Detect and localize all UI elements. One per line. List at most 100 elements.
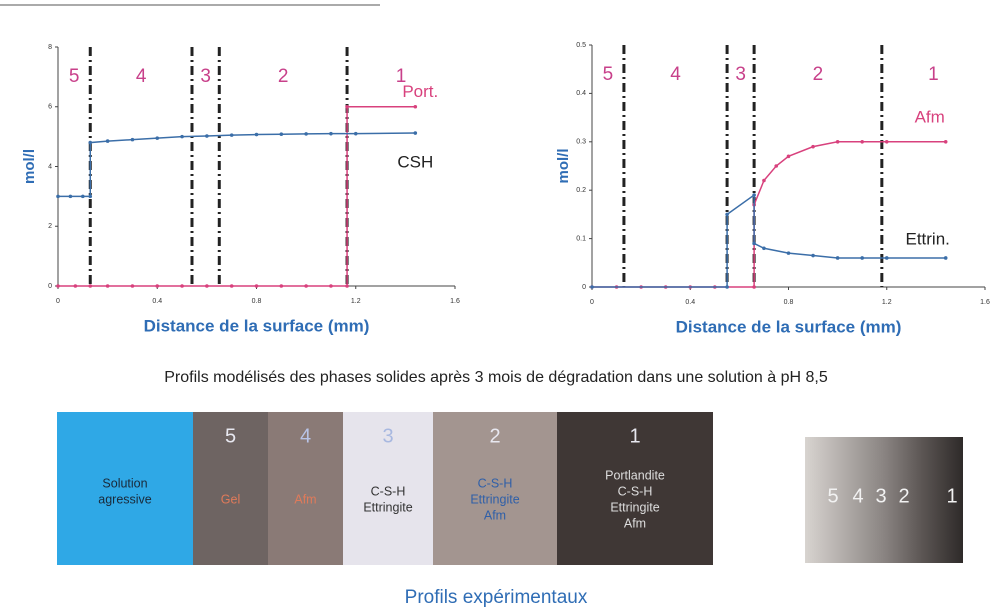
point xyxy=(345,104,349,109)
point xyxy=(752,193,756,197)
y-tick-label: 0.1 xyxy=(576,235,586,242)
x-tick-label: 1.6 xyxy=(980,299,990,306)
zone-text: C-S-H xyxy=(371,484,406,498)
point xyxy=(56,284,60,288)
zone-text: Ettringite xyxy=(610,500,659,514)
zone-block xyxy=(268,412,343,565)
point xyxy=(155,284,160,288)
zone-number: 5 xyxy=(225,425,236,447)
series-line xyxy=(592,193,946,288)
point xyxy=(725,212,729,217)
zone-number: 2 xyxy=(489,425,500,447)
point xyxy=(752,241,756,246)
point xyxy=(835,140,840,144)
x-tick-label: 1.2 xyxy=(351,298,361,305)
y-tick-label: 0.5 xyxy=(576,42,586,49)
zone-block xyxy=(193,412,268,565)
zone-number: 1 xyxy=(629,425,640,447)
point xyxy=(811,144,815,149)
series-label: CSH xyxy=(397,153,433,172)
point xyxy=(752,285,756,289)
footer: Profils expérimentaux xyxy=(405,587,588,608)
point xyxy=(329,284,333,288)
y-tick-label: 0 xyxy=(48,283,52,290)
point xyxy=(56,194,60,199)
point xyxy=(353,131,358,136)
x-axis-title: Distance de la surface (mm) xyxy=(676,317,902,336)
zone-text: Ettringite xyxy=(363,500,412,514)
photo xyxy=(805,437,963,563)
y-axis-title: mol/l xyxy=(555,148,572,183)
point xyxy=(860,140,864,144)
point xyxy=(68,194,73,199)
point xyxy=(155,136,160,140)
x-tick-label: 0 xyxy=(590,299,594,306)
series-line xyxy=(592,141,946,288)
zone-label: 3 xyxy=(200,66,211,87)
zone-text: Gel xyxy=(221,492,240,506)
point xyxy=(229,284,234,288)
photo-label: 3 xyxy=(875,485,886,507)
point xyxy=(345,284,349,288)
zone-label: 4 xyxy=(670,64,681,85)
series-label: Afm xyxy=(915,107,945,126)
point xyxy=(413,104,418,109)
zone-label: 1 xyxy=(396,66,407,87)
point xyxy=(254,284,259,288)
series-label: Ettrin. xyxy=(905,229,949,248)
point xyxy=(329,131,333,136)
point xyxy=(884,140,889,144)
point xyxy=(88,140,93,145)
y-tick-label: 6 xyxy=(48,104,52,111)
point xyxy=(943,256,948,260)
point xyxy=(835,256,840,260)
point xyxy=(786,154,791,159)
point xyxy=(590,285,594,289)
zone-text: agressive xyxy=(98,492,152,506)
zone-text: C-S-H xyxy=(618,484,653,498)
zone-block xyxy=(433,412,557,565)
x-axis-title: Distance de la surface (mm) xyxy=(144,316,370,335)
zone-text: Afm xyxy=(484,508,506,522)
point xyxy=(130,284,135,288)
point xyxy=(811,253,815,258)
point xyxy=(180,134,184,139)
point xyxy=(762,246,766,251)
series-line xyxy=(58,132,416,198)
zone-text: C-S-H xyxy=(478,476,513,490)
point xyxy=(304,132,308,136)
y-tick-label: 4 xyxy=(48,163,52,170)
point xyxy=(725,285,729,289)
series-label: Port. xyxy=(402,82,438,101)
zone-number: 4 xyxy=(300,425,311,447)
point xyxy=(279,284,284,288)
zone-label: 2 xyxy=(278,66,289,87)
photo-label: 1 xyxy=(946,485,957,507)
point xyxy=(762,178,766,183)
y-tick-label: 0.2 xyxy=(576,187,586,194)
point xyxy=(860,256,864,260)
x-tick-label: 0.4 xyxy=(685,299,695,306)
point xyxy=(774,164,779,168)
point xyxy=(88,284,93,288)
caption: Profils modélisés des phases solides apr… xyxy=(164,369,828,386)
point xyxy=(229,133,234,137)
point xyxy=(884,256,889,260)
zone-number: 3 xyxy=(382,425,393,447)
zone-label: 3 xyxy=(735,64,746,85)
zone-block xyxy=(343,412,433,565)
point xyxy=(943,140,948,144)
point xyxy=(205,134,209,138)
x-tick-label: 0 xyxy=(56,298,60,305)
point xyxy=(73,284,78,288)
x-tick-label: 0.8 xyxy=(252,298,262,305)
photo-label: 4 xyxy=(852,485,863,507)
x-tick-label: 1.2 xyxy=(882,299,892,306)
point xyxy=(304,284,308,288)
zone-label: 5 xyxy=(603,64,614,85)
y-tick-label: 0.4 xyxy=(576,90,586,97)
y-axis-title: mol/l xyxy=(21,149,38,184)
point xyxy=(205,284,209,288)
zone-label: 1 xyxy=(928,64,939,85)
series-line xyxy=(58,106,416,287)
